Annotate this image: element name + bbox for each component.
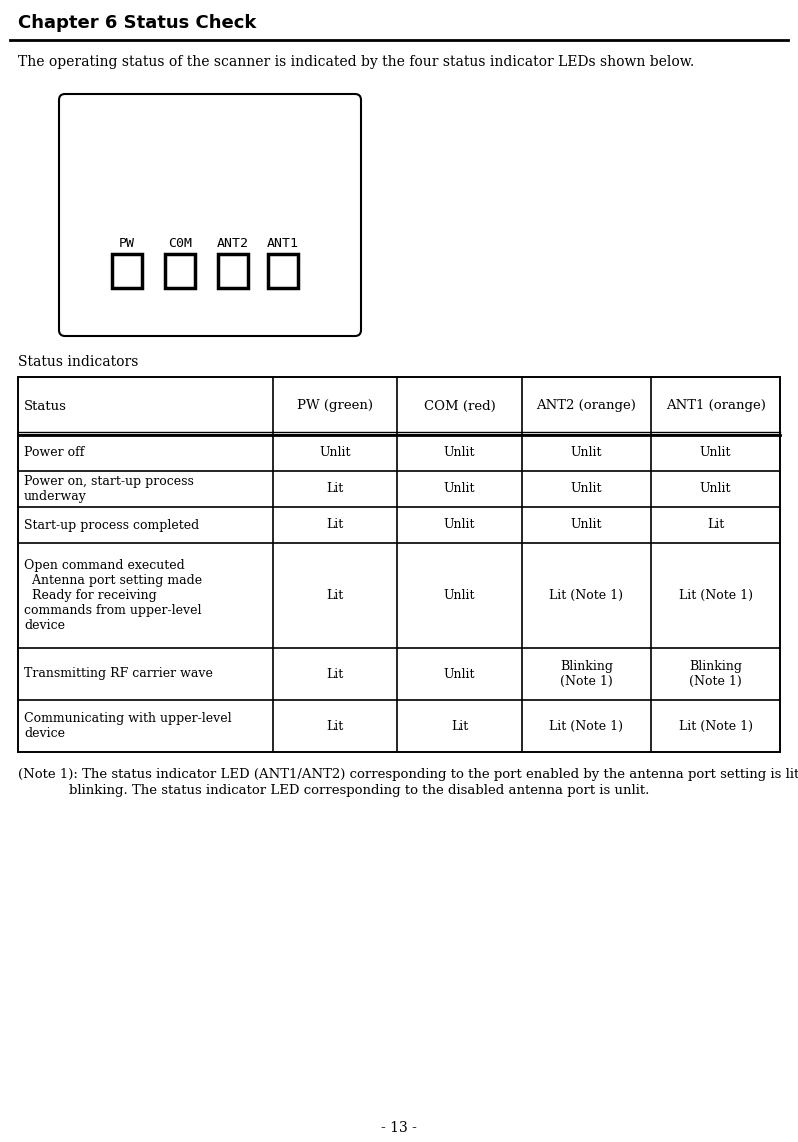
- Text: The operating status of the scanner is indicated by the four status indicator LE: The operating status of the scanner is i…: [18, 55, 694, 69]
- Text: ANT1 (orange): ANT1 (orange): [666, 400, 765, 412]
- Text: Lit (Note 1): Lit (Note 1): [678, 719, 753, 732]
- Text: C0M: C0M: [168, 238, 192, 250]
- Text: PW (green): PW (green): [298, 400, 373, 412]
- Text: - 13 -: - 13 -: [381, 1121, 417, 1135]
- Text: Lit (Note 1): Lit (Note 1): [550, 719, 623, 732]
- Text: Lit: Lit: [326, 719, 344, 732]
- Text: Lit: Lit: [326, 589, 344, 602]
- Text: Lit (Note 1): Lit (Note 1): [550, 589, 623, 602]
- Text: COM (red): COM (red): [424, 400, 496, 412]
- Text: ANT1: ANT1: [267, 238, 299, 250]
- Text: Power off: Power off: [24, 447, 85, 459]
- Bar: [112, 254, 142, 288]
- Text: Blinking
(Note 1): Blinking (Note 1): [689, 660, 742, 687]
- Text: Communicating with upper-level
device: Communicating with upper-level device: [24, 711, 231, 740]
- Bar: [218, 254, 248, 288]
- Text: blinking. The status indicator LED corresponding to the disabled antenna port is: blinking. The status indicator LED corre…: [18, 785, 650, 797]
- Text: Unlit: Unlit: [571, 447, 602, 459]
- Text: Unlit: Unlit: [700, 447, 731, 459]
- Text: Unlit: Unlit: [444, 447, 476, 459]
- Text: Lit: Lit: [326, 483, 344, 496]
- Text: ANT2: ANT2: [217, 238, 249, 250]
- Text: Lit: Lit: [326, 518, 344, 531]
- Text: Lit (Note 1): Lit (Note 1): [678, 589, 753, 602]
- Text: Unlit: Unlit: [444, 668, 476, 681]
- Text: PW: PW: [119, 238, 135, 250]
- Text: Start-up process completed: Start-up process completed: [24, 518, 200, 531]
- Bar: [165, 254, 195, 288]
- Text: Unlit: Unlit: [444, 518, 476, 531]
- Text: Blinking
(Note 1): Blinking (Note 1): [560, 660, 613, 687]
- Text: Unlit: Unlit: [700, 483, 731, 496]
- Text: Open command executed
  Antenna port setting made
  Ready for receiving
commands: Open command executed Antenna port setti…: [24, 558, 202, 632]
- Text: Power on, start-up process
underway: Power on, start-up process underway: [24, 475, 194, 502]
- Bar: [268, 254, 298, 288]
- Text: Lit: Lit: [326, 668, 344, 681]
- Text: Unlit: Unlit: [444, 483, 476, 496]
- Text: Unlit: Unlit: [571, 483, 602, 496]
- Text: Lit: Lit: [707, 518, 725, 531]
- Text: Unlit: Unlit: [571, 518, 602, 531]
- Text: Unlit: Unlit: [320, 447, 351, 459]
- Text: Transmitting RF carrier wave: Transmitting RF carrier wave: [24, 668, 213, 681]
- Text: Chapter 6 Status Check: Chapter 6 Status Check: [18, 14, 256, 32]
- FancyBboxPatch shape: [59, 94, 361, 336]
- Text: ANT2 (orange): ANT2 (orange): [536, 400, 636, 412]
- Bar: [18, 377, 780, 751]
- Text: Unlit: Unlit: [444, 589, 476, 602]
- Text: Lit: Lit: [451, 719, 468, 732]
- Text: (Note 1): The status indicator LED (ANT1/ANT2) corresponding to the port enabled: (Note 1): The status indicator LED (ANT1…: [18, 769, 798, 781]
- Text: Status: Status: [24, 400, 67, 412]
- Text: Status indicators: Status indicators: [18, 355, 138, 369]
